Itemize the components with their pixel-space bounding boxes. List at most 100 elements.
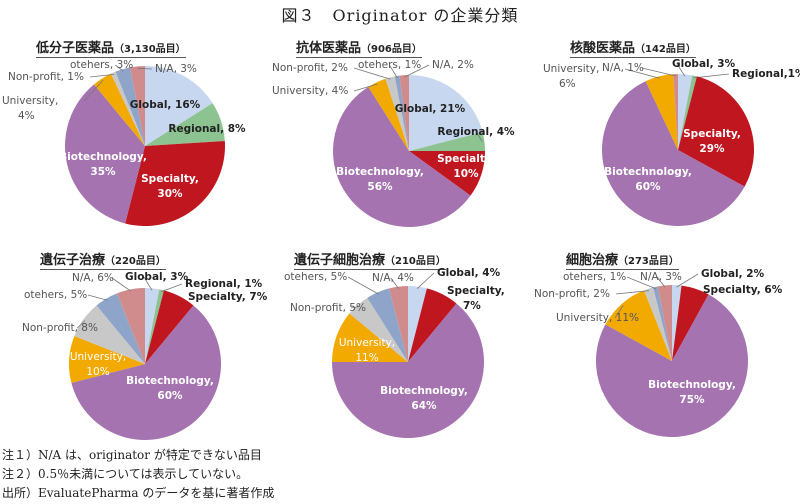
pie-slice-biotechnology	[602, 81, 745, 226]
leader-line	[624, 68, 660, 79]
leader-line	[353, 67, 391, 80]
panel-count: （3,130品目）	[114, 44, 186, 55]
panel-title-nucleic-acid: 核酸医薬品（142品目）	[570, 37, 696, 58]
pie-slice-global	[145, 288, 160, 364]
pie-slice-university	[368, 78, 409, 151]
leader-line	[615, 290, 650, 295]
leader-line	[404, 64, 430, 78]
slice-label-na: N/A, 4%	[372, 272, 414, 284]
slice-label-university: University, 4%	[272, 85, 348, 97]
pie-slice-nonprofit	[110, 71, 145, 146]
slice-label-global: Global, 3%	[125, 271, 189, 283]
slice-label-otehers: otehers, 3%	[70, 59, 133, 71]
slice-label-specialty: Specialty, 6%	[703, 284, 783, 296]
panel-title-antibody: 抗体医薬品（906品目）	[296, 37, 422, 58]
leader-line	[475, 131, 483, 142]
panel-title-text: 低分子医薬品	[36, 41, 115, 56]
pie-slice-regional	[678, 75, 697, 150]
leader-line	[350, 306, 360, 309]
pie-slice-na	[399, 75, 409, 151]
pie-slice-nonprofit	[74, 305, 145, 364]
panel-title-text: 抗体医薬品	[296, 41, 362, 56]
leader-line	[89, 74, 115, 78]
leader-line	[656, 276, 666, 288]
leader-line	[353, 83, 378, 92]
slice-label-biotechnology: Biotechnology, 60%	[604, 166, 692, 193]
leader-line	[83, 79, 104, 102]
footnote-1: 注１）N/A は、originator が特定できない品目	[2, 448, 262, 462]
pie-slice-otehers	[96, 293, 145, 364]
pie-chart-2: Global, 21% Regional, 4% Specialty, 10% Biot…	[272, 59, 515, 227]
slice-label-biotechnology: Biotechnology, 60%	[126, 375, 214, 402]
figure-title: 図３ Originator の企業分類	[281, 6, 519, 25]
leader-line	[160, 283, 183, 293]
slice-label-nonprofit: Non-profit, 2%	[534, 288, 610, 300]
slice-label-global: Global, 4%	[437, 267, 501, 279]
pie-slice-global	[145, 66, 213, 146]
slice-label-biotechnology: Biotechnology, 35%	[59, 151, 147, 178]
panel-title-text: 細胞治療	[566, 253, 619, 268]
footnotes: 注１）N/A は、originator が特定できない品目 注２）0.5％未満に…	[2, 446, 274, 503]
slice-label-biotechnology: Biotechnology, 56%	[336, 166, 424, 193]
pie-slice-otehers	[367, 288, 408, 362]
slice-label-specialty: Specialty, 30%	[141, 173, 199, 200]
panel-title-text: 遺伝子細胞治療	[294, 253, 386, 268]
slice-label-na: N/A, 6%	[72, 272, 114, 284]
panel-title-gene-therapy: 遺伝子治療（220品目）	[40, 249, 166, 270]
leader-line	[676, 273, 699, 288]
slice-label-biotechnology: Biotechnology, 75%	[648, 379, 736, 406]
slice-label-otehers: otehers, 1%	[563, 271, 626, 283]
slice-label-university: University, 10%	[70, 351, 126, 378]
pie-slice-nonprofit	[644, 287, 672, 361]
pie-slice-regional	[145, 289, 164, 364]
pie-chart-6: Global, 2% Specialty, 6% Biotechnology, 75%…	[534, 268, 783, 438]
slice-label-university: University, 11%	[556, 312, 639, 324]
pie-slice-global	[408, 286, 427, 362]
pie-slice-otehers	[115, 67, 145, 146]
slice-label-otehers: otehers, 1%	[358, 59, 421, 71]
panel-count: （906品目）	[361, 44, 422, 55]
pie-slice-biotechnology	[331, 303, 484, 439]
slice-label-specialty: Specialty, 7%	[447, 285, 505, 312]
slice-label-specialty: Specialty, 7%	[188, 291, 268, 303]
leader-line	[347, 276, 379, 295]
slice-label-nonprofit: Non-profit, 1%	[8, 71, 84, 83]
panel-count: （142品目）	[635, 44, 696, 55]
pie-slice-na	[130, 66, 145, 146]
slice-label-regional: Regional, 4%	[437, 126, 515, 138]
pie-slice-na	[117, 288, 145, 364]
footnote-source: 出所）EvaluatePharma のデータを基に著者作成	[2, 486, 275, 500]
panel-title-text: 遺伝子治療	[40, 253, 106, 268]
panel-title-cell-therapy: 細胞治療（273品目）	[566, 249, 679, 270]
slice-label-otehers: otehers, 5%	[24, 289, 87, 301]
pie-slice-university	[94, 73, 145, 146]
pie-chart-4: Global, 3%Regional, 1%Specialty, 7% Biote…	[22, 271, 268, 441]
leader-line	[676, 63, 686, 77]
pie-slice-specialty	[678, 76, 754, 187]
pie-slice-specialty	[125, 140, 225, 227]
pie-slice-university	[69, 336, 145, 383]
leader-line	[76, 320, 86, 329]
panel-title-gene-cell-therapy: 遺伝子細胞治療（210品目）	[294, 249, 446, 270]
pie-slice-specialty	[672, 285, 709, 361]
slice-label-global: Global, 16%	[130, 99, 201, 111]
leader-line	[137, 67, 153, 70]
pie-slice-nonprofit	[385, 76, 409, 151]
pie-chart-3: Global, 3%Regional,1% Specialty, 29% Biotec…	[543, 58, 800, 226]
slice-label-regional: Regional, 8%	[168, 123, 246, 135]
pie-slice-university	[332, 313, 408, 362]
pie-slice-university	[645, 74, 678, 150]
leader-line	[417, 272, 435, 289]
pie-slice-global	[672, 285, 682, 361]
leader-line	[626, 276, 657, 290]
pie-slice-university	[605, 290, 672, 361]
pie-chart-1: Global, 16% Regional, 8% Specialty, 30%Biot…	[2, 59, 246, 227]
panel-count: （220品目）	[105, 256, 166, 267]
leader-line	[390, 277, 400, 289]
slice-label-specialty: Specialty, 10%	[437, 153, 495, 180]
pie-slice-nonprofit	[349, 297, 408, 362]
slice-label-otehers: otehers, 5%	[284, 271, 347, 283]
slice-label-nonprofit: Non-profit, 2%	[272, 62, 348, 74]
pie-slice-specialty	[409, 151, 485, 196]
pie-slice-specialty	[408, 288, 457, 362]
